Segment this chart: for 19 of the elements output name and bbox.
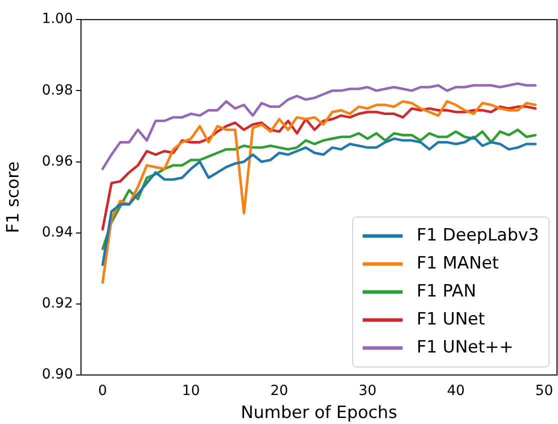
- x-tick-label: 40: [446, 383, 465, 400]
- legend-label: F1 UNet: [416, 309, 486, 330]
- y-tick-label: 0.94: [42, 224, 74, 240]
- x-tick-label: 50: [535, 383, 554, 400]
- y-tick-label: 1.00: [42, 11, 73, 28]
- x-axis-title: Number of Epochs: [240, 403, 398, 424]
- legend-label: F1 DeepLabv3: [416, 225, 540, 246]
- x-tick-label: 20: [270, 383, 288, 400]
- legend-label: F1 MANet: [416, 253, 500, 274]
- y-tick-label: 0.98: [42, 82, 73, 98]
- legend-label: F1 UNet++: [416, 337, 514, 358]
- x-tick-label: 0: [98, 383, 108, 400]
- y-tick-label: 0.90: [42, 366, 73, 383]
- x-tick-label: 10: [182, 383, 200, 400]
- legend-label: F1 PAN: [416, 281, 476, 302]
- y-tick-label: 0.96: [42, 153, 74, 170]
- y-axis-title: F1 score: [4, 161, 24, 234]
- x-tick-label: 30: [358, 383, 376, 400]
- y-tick-label: 0.92: [42, 296, 73, 312]
